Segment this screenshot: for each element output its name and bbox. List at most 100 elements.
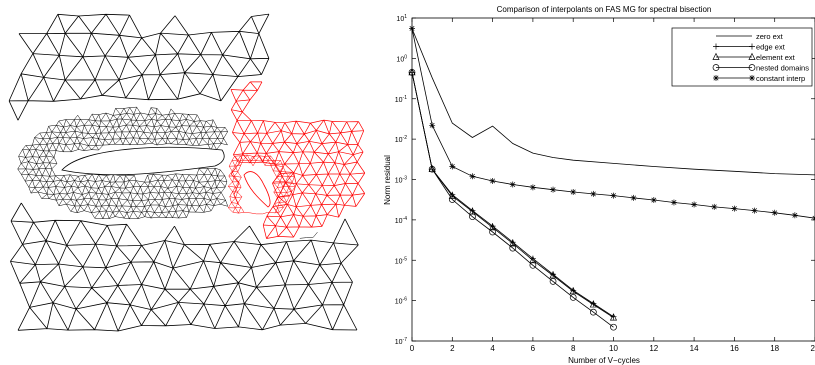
y-tick-exponent: -6 [403, 297, 408, 303]
star-marker [650, 197, 657, 204]
x-tick-label: 6 [531, 344, 536, 353]
legend-label: edge ext [756, 43, 786, 52]
x-tick-label: 18 [770, 344, 779, 353]
star-marker [771, 209, 778, 216]
legend-label: constant interp [756, 74, 805, 83]
circle-marker [569, 294, 577, 301]
y-axis-label: Norm residual [383, 155, 392, 205]
circle-marker [610, 323, 617, 331]
x-tick-label: 14 [690, 344, 699, 353]
x-tick-label: 16 [730, 344, 739, 353]
circle-marker [489, 228, 496, 236]
triangle-marker [569, 287, 577, 295]
x-axis-ticks: 0 2 4 6 8 10 12 14 16 18 20 [410, 18, 815, 353]
series-line [411, 28, 815, 176]
circle-marker [428, 165, 436, 173]
y-tick-exponent: -2 [403, 135, 408, 141]
airfoil-mesh-figure [8, 13, 366, 332]
star-marker [570, 189, 577, 196]
y-tick-base: 10 [395, 218, 403, 225]
circle-marker [549, 278, 557, 285]
series-edge-ext [409, 69, 617, 320]
x-tick-label: 8 [571, 344, 576, 353]
flap-mesh-fine [228, 154, 296, 215]
legend-item: nested domains [712, 64, 809, 73]
triangle-marker [408, 68, 416, 76]
plus-marker [713, 43, 719, 50]
triangle-marker [748, 52, 756, 60]
x-tick-label: 4 [490, 344, 495, 353]
series-zero-ext [411, 28, 815, 176]
y-tick-label: 10-5 [395, 256, 407, 265]
y-tick-base: 10 [396, 56, 404, 63]
legend-label: zero ext [756, 32, 784, 41]
y-tick-label: 10-7 [395, 337, 407, 346]
series-line [411, 72, 614, 318]
star-marker [529, 184, 536, 191]
legend-item: element ext [712, 52, 796, 62]
star-marker [590, 190, 597, 197]
plus-marker [749, 43, 755, 50]
circle-marker [509, 244, 517, 252]
y-tick-base: 10 [395, 258, 403, 265]
star-marker [429, 122, 436, 129]
triangle-marker [712, 52, 720, 60]
circle-marker [469, 213, 476, 221]
series-constant-interp [409, 25, 815, 222]
series-line [411, 72, 614, 328]
triangle-marker [489, 223, 497, 231]
star-marker [751, 207, 758, 214]
y-tick-base: 10 [395, 299, 403, 306]
wake-mesh [299, 232, 318, 239]
y-tick-label: 100 [396, 54, 407, 63]
star-marker [713, 75, 719, 81]
star-marker [610, 192, 617, 199]
y-tick-exponent: 1 [404, 14, 407, 20]
y-tick-exponent: -4 [403, 216, 408, 222]
triangle-marker [529, 255, 537, 264]
triangle-marker [549, 271, 557, 279]
star-marker [670, 199, 677, 206]
circle-marker [529, 261, 537, 269]
star-marker [711, 203, 718, 210]
flap-mesh-red [228, 81, 366, 239]
y-tick-exponent: -5 [403, 256, 408, 262]
circle-marker [590, 308, 597, 316]
y-tick-base: 10 [396, 16, 404, 23]
star-marker [550, 186, 557, 193]
y-tick-base: 10 [395, 137, 403, 144]
triangle-marker [428, 164, 436, 173]
airfoil-mesh-black [8, 13, 359, 332]
star-marker [489, 177, 496, 184]
legend-item: constant interp [713, 74, 805, 83]
y-tick-label: 10-3 [395, 176, 407, 185]
y-tick-exponent: -3 [403, 176, 408, 182]
residual-chart: Comparison of interpolants on FAS MG for… [383, 5, 815, 365]
star-marker [509, 181, 516, 188]
legend-item: edge ext [713, 43, 786, 52]
star-marker [791, 212, 798, 219]
circle-marker [712, 64, 720, 71]
series-nested-domains [408, 69, 617, 331]
y-tick-label: 101 [396, 14, 407, 23]
star-marker [749, 75, 755, 81]
series-line [411, 72, 614, 318]
flap-mesh-coarse [230, 81, 366, 239]
triangle-marker [609, 313, 618, 321]
y-tick-label: 10-1 [395, 95, 407, 104]
legend-item: zero ext [716, 32, 784, 41]
circle-marker [408, 69, 416, 76]
y-tick-exponent: 0 [404, 54, 407, 60]
y-tick-exponent: -1 [403, 95, 408, 101]
x-tick-label: 2 [450, 344, 455, 353]
y-tick-label: 10-6 [395, 297, 407, 306]
series-lines [408, 25, 815, 331]
fine-mesh-near-airfoil [17, 106, 229, 220]
star-marker [731, 205, 738, 212]
triangle-marker [448, 191, 456, 199]
chart-title: Comparison of interpolants on FAS MG for… [497, 5, 712, 14]
x-axis-label: Number of V−cycles [568, 356, 640, 365]
star-marker [469, 173, 476, 180]
circle-marker [748, 64, 756, 71]
